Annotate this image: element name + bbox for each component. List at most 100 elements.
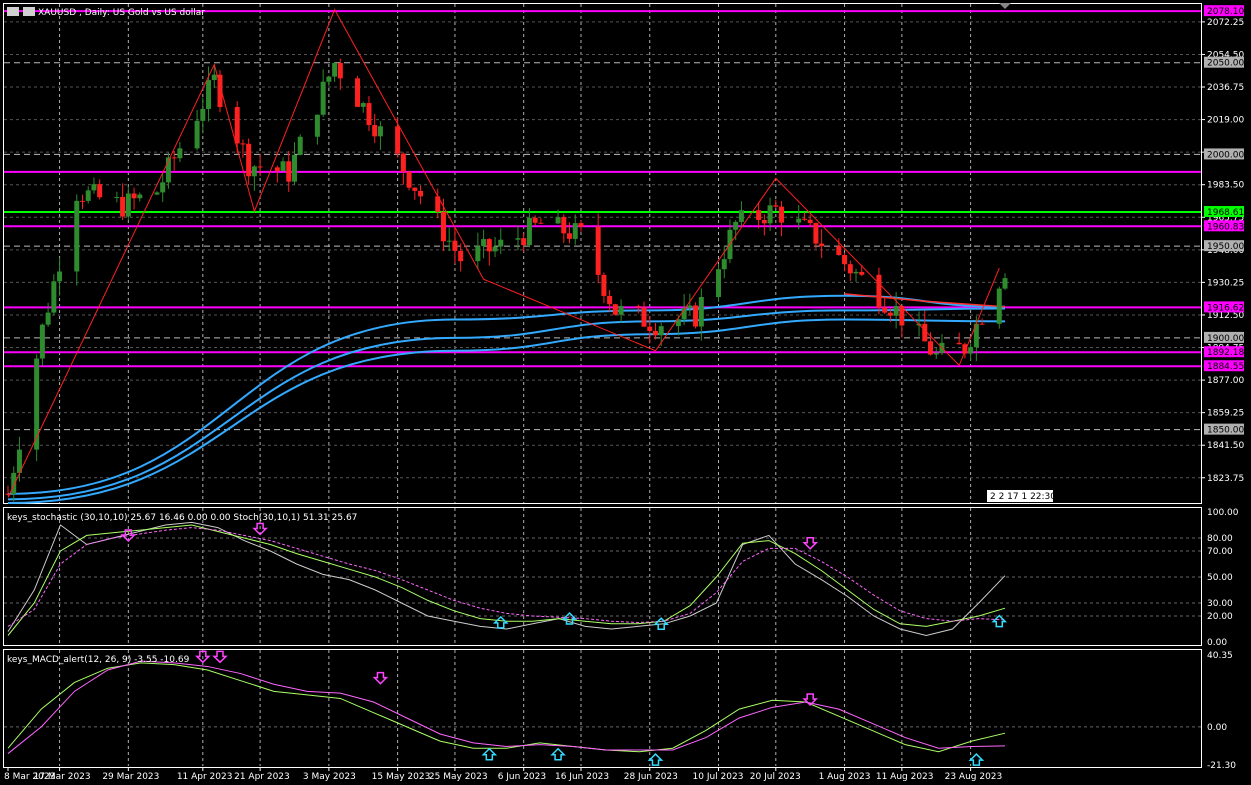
price-badge bbox=[1204, 206, 1244, 218]
candle-body bbox=[406, 171, 412, 188]
zigzag-line bbox=[7, 8, 1000, 498]
candle-body bbox=[217, 74, 223, 108]
stoch-tick-label: 30.00 bbox=[1207, 599, 1233, 609]
symbol-title: XAUUSD , Daily: US Gold vs US dollar bbox=[38, 8, 205, 18]
candle-body bbox=[532, 217, 538, 223]
price-tick-label: 1930.25 bbox=[1207, 278, 1244, 288]
candle-body bbox=[435, 196, 441, 212]
macd-axis: 40.35 0.00 -21.30 bbox=[1207, 651, 1236, 771]
date-tick-label: 11 Apr 2023 bbox=[177, 772, 233, 782]
price-badge-label: 1916.62 bbox=[1207, 303, 1244, 313]
candle-body bbox=[291, 154, 297, 182]
stochastic-panel bbox=[7, 521, 1008, 637]
candle-body bbox=[452, 240, 458, 251]
candle-body bbox=[761, 219, 767, 224]
candle-body bbox=[240, 143, 246, 145]
date-tick-label: 8 Mar 2023 bbox=[4, 772, 55, 782]
candle-body bbox=[601, 274, 607, 296]
price-badge-label: 1960.83 bbox=[1207, 222, 1244, 232]
candle-body bbox=[377, 126, 383, 137]
candle-body bbox=[481, 239, 487, 247]
candle-body bbox=[819, 243, 825, 247]
candle-body bbox=[733, 221, 739, 230]
chart-grid-icon[interactable] bbox=[7, 7, 19, 16]
ma-red-line bbox=[844, 293, 1006, 308]
symbol-title-block: XAUUSD , Daily: US Gold vs US dollar bbox=[7, 7, 205, 18]
sell-arrow-icon bbox=[120, 529, 137, 543]
candle-body bbox=[211, 74, 217, 81]
candle-body bbox=[595, 226, 601, 275]
collapse-arrow-icon[interactable] bbox=[999, 3, 1011, 9]
price-tick-label: 2019.00 bbox=[1207, 116, 1244, 126]
candle-body bbox=[779, 206, 785, 223]
buy-arrow-icon bbox=[550, 747, 566, 761]
buy-arrow-icon bbox=[968, 753, 985, 766]
candle-body bbox=[194, 120, 200, 149]
price-badge-label: 1850.00 bbox=[1207, 426, 1244, 436]
candle-body bbox=[521, 238, 527, 246]
candle-body bbox=[526, 217, 532, 246]
price-badge bbox=[1204, 5, 1244, 17]
candle-body bbox=[687, 305, 693, 309]
candle-body bbox=[45, 312, 51, 325]
candle-body bbox=[372, 125, 378, 137]
date-tick-label: 20 Jul 2023 bbox=[750, 772, 801, 782]
candle-body bbox=[286, 161, 292, 182]
date-tick-label: 3 May 2023 bbox=[303, 772, 356, 782]
price-badge bbox=[1204, 331, 1244, 343]
candle-body bbox=[1002, 278, 1008, 289]
macd-line bbox=[7, 662, 1006, 753]
zigzag-polyline bbox=[7, 8, 1000, 498]
date-tick-label: 25 May 2023 bbox=[429, 772, 488, 782]
sell-arrow-icon bbox=[802, 693, 818, 707]
candle-body bbox=[206, 80, 212, 109]
candle-body bbox=[246, 143, 252, 177]
candle-body bbox=[612, 304, 618, 315]
sell-arrow-icon bbox=[212, 650, 228, 664]
ma-line bbox=[7, 318, 1006, 504]
candle-body bbox=[807, 219, 813, 224]
candle-body bbox=[647, 326, 653, 331]
candle-body bbox=[355, 78, 361, 107]
candle-body bbox=[796, 218, 802, 223]
price-axis: 2072.252054.502036.752019.002001.251983.… bbox=[1201, 5, 1244, 484]
candle-body bbox=[57, 271, 63, 282]
price-tick-label: 2036.75 bbox=[1207, 83, 1244, 93]
candle-body bbox=[274, 167, 280, 171]
stoch-tick-label: 80.00 bbox=[1207, 534, 1233, 544]
price-badge-label: 1950.00 bbox=[1207, 242, 1244, 252]
candle-body bbox=[280, 161, 286, 171]
sell-arrow-icon bbox=[372, 671, 389, 685]
candle-body bbox=[5, 493, 11, 495]
macd-panel bbox=[7, 650, 1006, 766]
sell-arrow-icon bbox=[802, 537, 818, 550]
stochastic-label: keys_stochastic (30,10,10) 25.67 16.46 0… bbox=[7, 513, 357, 523]
candle-body bbox=[836, 246, 842, 256]
candle-body bbox=[572, 223, 578, 239]
stoch-tick-label: 100.00 bbox=[1207, 508, 1239, 518]
candle-body bbox=[39, 324, 45, 359]
date-tick-label: 15 May 2023 bbox=[372, 772, 431, 782]
date-tick-label: 6 Jun 2023 bbox=[498, 772, 546, 782]
candle-body bbox=[515, 238, 521, 240]
candle-body bbox=[698, 297, 704, 327]
price-badge-label: 1968.61 bbox=[1207, 208, 1244, 218]
price-tick-label: 1912.50 bbox=[1207, 311, 1244, 321]
candle-body bbox=[440, 211, 446, 242]
candle-body bbox=[154, 192, 160, 195]
price-tick-label: 2054.50 bbox=[1207, 50, 1244, 60]
price-badge bbox=[1204, 148, 1244, 160]
candle-body bbox=[773, 205, 779, 207]
candle-body bbox=[842, 255, 848, 265]
date-tick-label: 23 Aug 2023 bbox=[945, 772, 1003, 782]
stoch-tick-label: 50.00 bbox=[1207, 573, 1233, 583]
stoch-tick-label: 70.00 bbox=[1207, 547, 1233, 557]
price-tick-label: 1983.50 bbox=[1207, 181, 1244, 191]
candle-body bbox=[607, 295, 613, 305]
price-badge-label: 1892.18 bbox=[1207, 348, 1244, 358]
price-badge bbox=[1204, 56, 1244, 68]
candle-body bbox=[716, 269, 722, 298]
price-badge bbox=[1204, 360, 1244, 372]
symbol-icon[interactable] bbox=[23, 7, 35, 16]
